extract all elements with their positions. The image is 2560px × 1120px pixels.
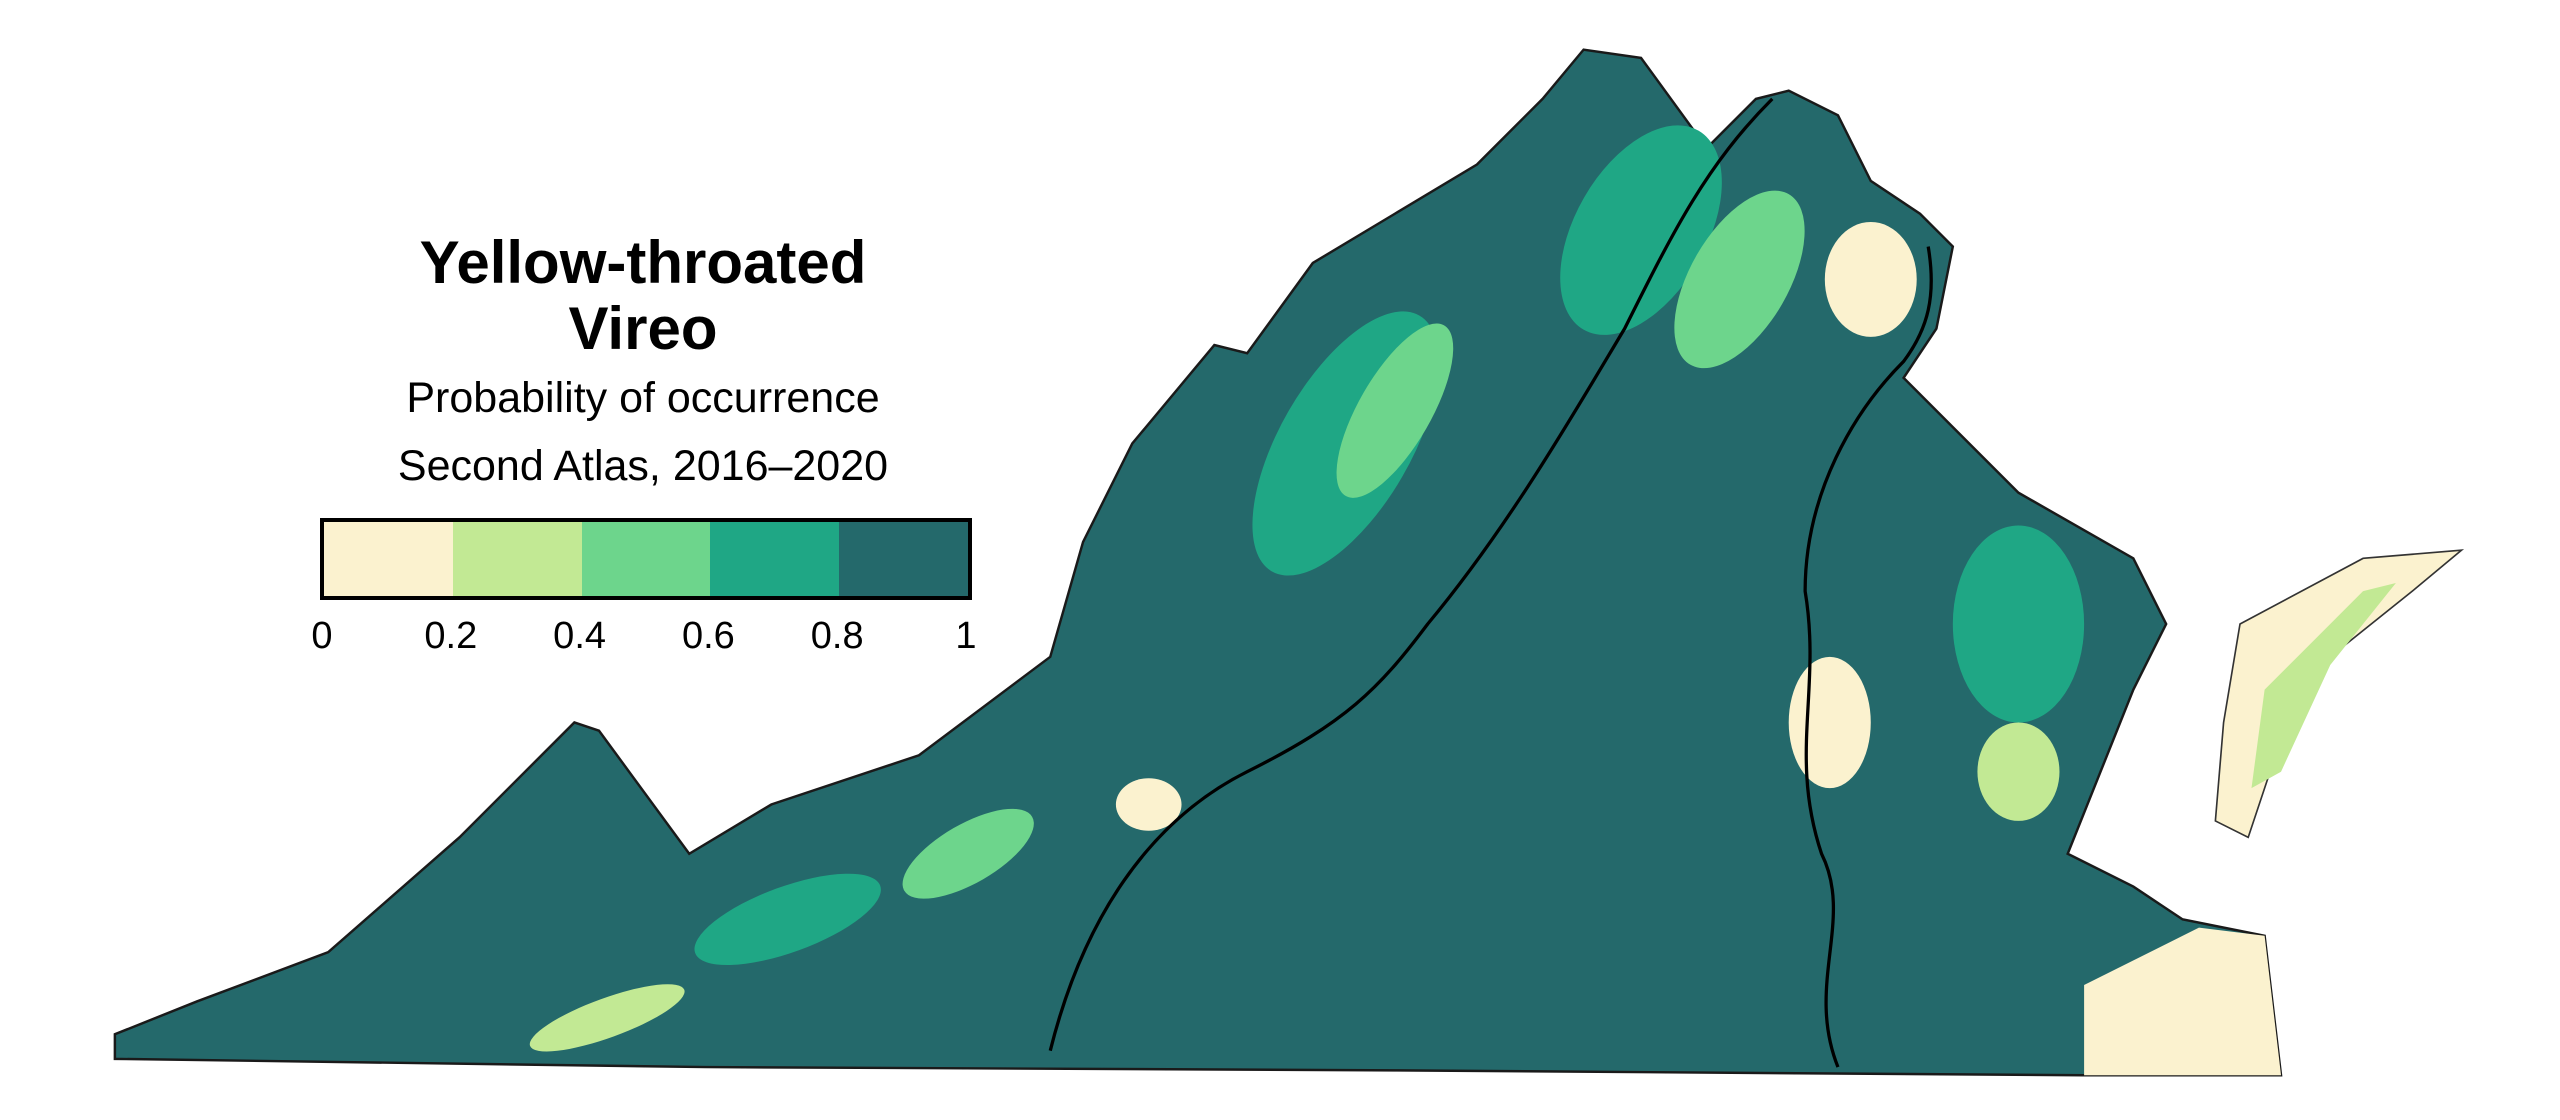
color-bin-2 (581, 522, 711, 596)
tick-label: 0.2 (424, 615, 478, 657)
color-bin-0 (324, 522, 453, 596)
tick-label: 0.6 (681, 615, 735, 657)
color-bin-4 (839, 522, 968, 596)
tick-label: 0.8 (810, 615, 864, 657)
map-title-line2: Vireo (568, 295, 718, 362)
physiographic-boundaries (1048, 97, 1933, 1068)
tick-label: 0.4 (553, 615, 607, 657)
color-bin-1 (452, 522, 582, 596)
tick-label: 0 (311, 615, 333, 657)
subtitle-line1: Probability of occurrence (406, 374, 880, 422)
subtitle-line2: Second Atlas, 2016–2020 (397, 442, 889, 490)
color-scale-ticks: 0 0.2 0.4 0.6 0.8 1 (311, 615, 976, 665)
color-bin-3 (710, 522, 840, 596)
eastern-shore (2214, 549, 2465, 839)
map-title-line1: Yellow-throated (419, 229, 867, 296)
tick-label: 1 (955, 615, 977, 657)
legend: Yellow-throated Vireo Probability of occ… (300, 229, 986, 658)
color-scale-bar (320, 518, 972, 600)
lower-probability-patches (529, 125, 2282, 1076)
